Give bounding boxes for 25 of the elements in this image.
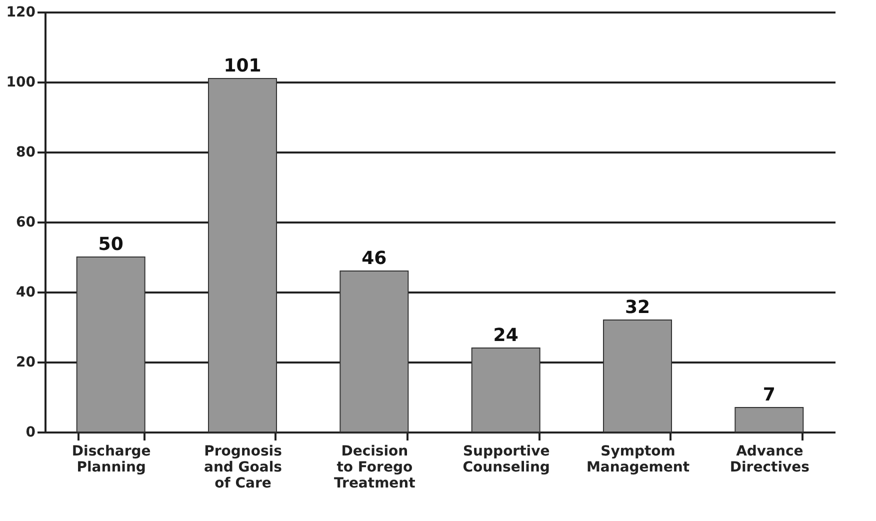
bar (76, 256, 146, 432)
x-tick-label: Symptom Management (586, 444, 690, 476)
x-tick-label: Discharge Planning (72, 444, 151, 476)
y-tick-label: 80 (16, 144, 36, 160)
bar (734, 407, 804, 432)
y-tick-label: 60 (16, 214, 36, 230)
x-tick-label: Prognosis and Goals of Care (204, 444, 282, 492)
x-tick-label: Decision to Forego Treatment (334, 444, 416, 492)
y-tick-label: 40 (16, 284, 36, 300)
data-label: 50 (98, 234, 124, 255)
y-tick-label: 20 (16, 354, 36, 370)
bar (471, 348, 540, 432)
data-label: 32 (624, 297, 650, 318)
y-tick-label: 100 (6, 74, 36, 90)
data-label: 24 (493, 325, 518, 346)
x-tick-label: Advance Directives (730, 444, 810, 476)
bar (603, 320, 672, 432)
data-label: 7 (762, 384, 776, 406)
y-tick-label: 0 (26, 424, 36, 440)
y-tick-label: 120 (6, 4, 36, 20)
data-label: 46 (362, 248, 387, 269)
x-tick-label: Supportive Counseling (462, 444, 550, 476)
bar (340, 270, 409, 432)
data-label: 101 (224, 56, 262, 76)
bar (208, 78, 277, 432)
